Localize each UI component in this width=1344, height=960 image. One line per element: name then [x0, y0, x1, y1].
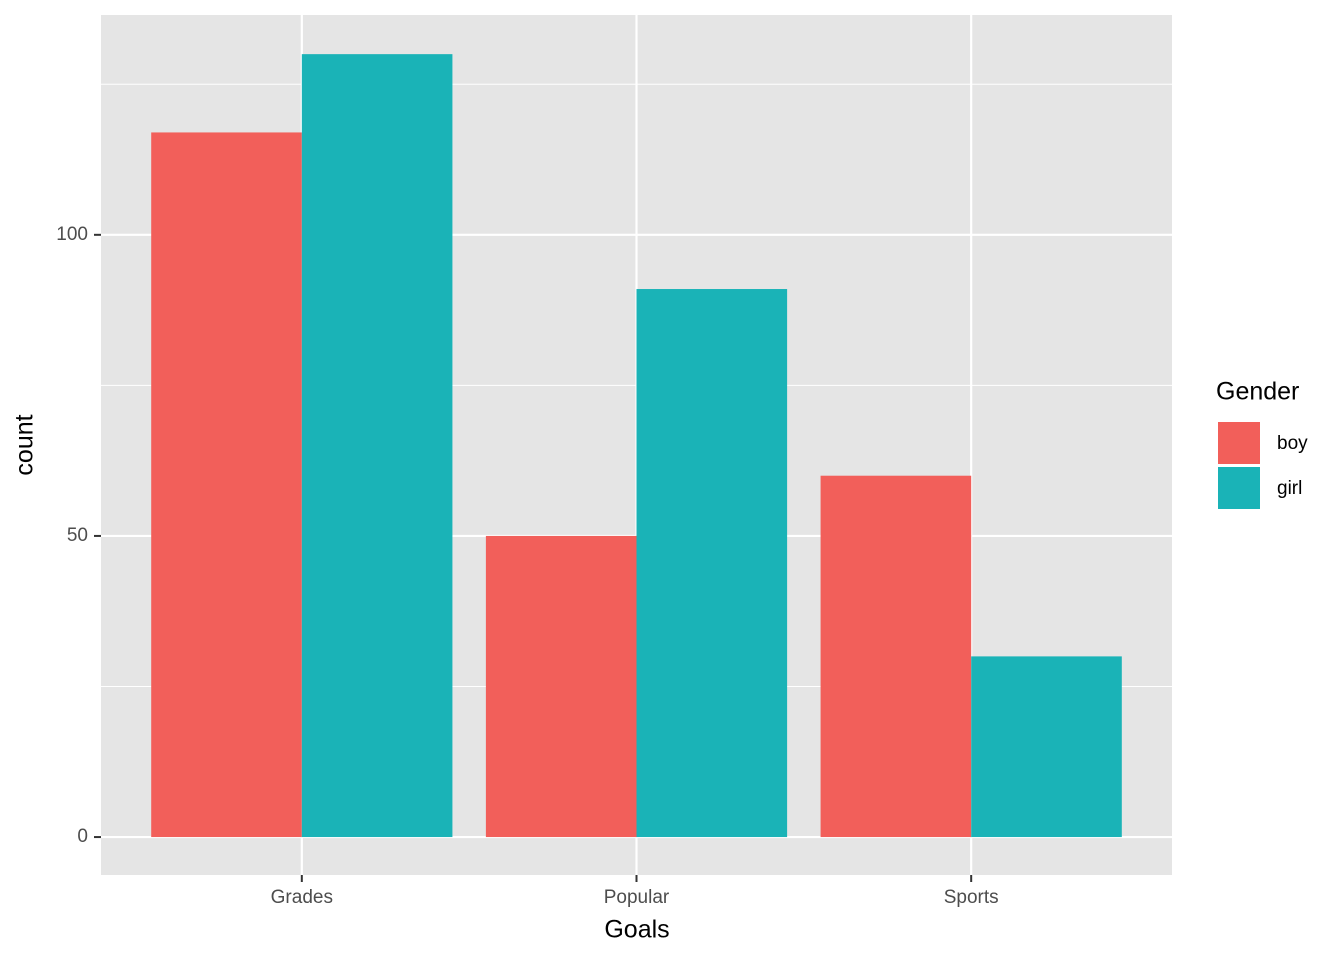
x-axis-title: Goals: [604, 916, 669, 944]
y-axis-title: count: [11, 414, 39, 475]
bars: [151, 54, 1122, 838]
legend-label: boy: [1277, 433, 1308, 454]
y-tick-label: 50: [67, 525, 88, 546]
x-tick-label: Grades: [271, 887, 333, 908]
bar: [820, 475, 972, 838]
y-tick-label: 0: [77, 826, 88, 847]
legend-key: [1218, 422, 1260, 464]
y-tick-label: 100: [56, 224, 88, 245]
bar: [151, 132, 302, 838]
bar: [485, 535, 637, 838]
legend-title: Gender: [1216, 378, 1299, 406]
x-tick-label: Sports: [944, 887, 999, 908]
bar: [301, 54, 453, 838]
legend-key: [1218, 467, 1260, 509]
legend-label: girl: [1277, 478, 1302, 499]
bar: [971, 656, 1122, 838]
bar: [636, 289, 788, 838]
x-tick-label: Popular: [604, 887, 670, 908]
